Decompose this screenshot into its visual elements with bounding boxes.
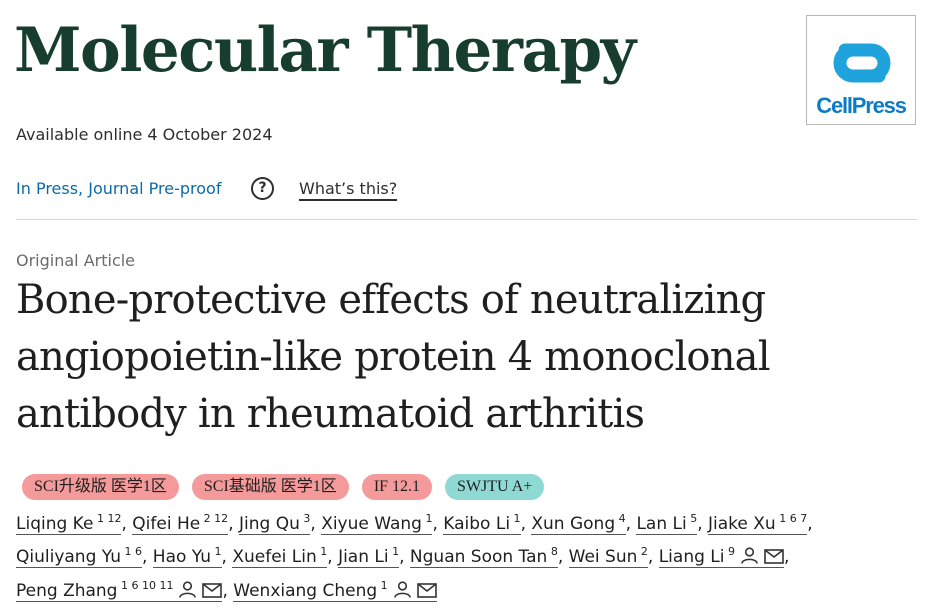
author-link[interactable]: Peng Zhang 1 6 10 11	[16, 579, 223, 602]
author-link[interactable]: Nguan Soon Tan 8	[409, 544, 558, 568]
author-name: Nguan Soon Tan	[409, 546, 548, 567]
question-mark-icon[interactable]: ?	[251, 177, 274, 200]
author-name: Hao Yu	[152, 546, 212, 567]
author-name: Lan Li	[636, 514, 687, 534]
author-link[interactable]: Kaibo Li 1	[443, 512, 521, 535]
cellpress-logo[interactable]: CellPress	[806, 15, 916, 125]
author-affiliation: 8	[547, 544, 558, 558]
author-affiliation: 1	[211, 544, 222, 558]
author-affiliation: 2	[637, 544, 648, 558]
author-link[interactable]: Jiake Xu 1 6 7	[708, 512, 808, 535]
journal-rank-badge: SWJTU A+	[445, 474, 545, 500]
author-name: Wei Sun	[568, 546, 638, 567]
author-affiliation: 1 6	[120, 544, 142, 558]
author-link[interactable]: Wei Sun 2	[568, 544, 648, 568]
author-name: Liqing Ke	[16, 514, 94, 534]
envelope-icon	[202, 577, 223, 610]
author-link[interactable]: Jing Qu 3	[239, 512, 311, 535]
author-affiliation: 1	[316, 544, 328, 558]
author-name: Jian Li	[338, 546, 389, 567]
author-link[interactable]: Liang Li 9	[658, 544, 784, 568]
author-name: Liang Li	[658, 546, 725, 567]
person-icon	[393, 577, 412, 610]
author-name: Xiyue Wang	[321, 514, 422, 534]
author-name: Qifei He	[132, 514, 201, 534]
author-link[interactable]: Xun Gong 4	[531, 512, 626, 535]
author-name: Xun Gong	[531, 514, 616, 534]
journal-title[interactable]: Molecular Therapy	[14, 15, 636, 86]
person-icon	[178, 577, 197, 610]
article-type: Original Article	[16, 251, 136, 270]
cellpress-logo-icon	[833, 43, 891, 83]
author-link[interactable]: Xuefei Lin 1	[232, 544, 328, 568]
envelope-icon	[416, 577, 437, 610]
journal-rank-badge: IF 12.1	[361, 474, 433, 500]
whats-this-link[interactable]: What’s this?	[299, 179, 398, 201]
author-link[interactable]: Qiuliyang Yu 1 6	[16, 544, 142, 568]
article-title: Bone-protective effects of neutralizing …	[16, 277, 771, 437]
author-link[interactable]: Qifei He 2 12	[132, 512, 229, 535]
author-link[interactable]: Liqing Ke 1 12	[16, 512, 122, 535]
author-affiliation: 9	[724, 544, 735, 558]
journal-rank-badge: SCI基础版 医学1区	[191, 474, 349, 500]
author-affiliation: 1	[388, 544, 400, 558]
author-name: Jing Qu	[239, 514, 300, 534]
author-affiliation: 1 6 7	[775, 512, 808, 525]
author-affiliation: 3	[299, 512, 311, 525]
envelope-icon	[764, 543, 784, 576]
author-affiliation: 1 12	[93, 512, 122, 525]
author-name: Wenxiang Cheng	[233, 581, 378, 601]
author-link[interactable]: Lan Li 5	[636, 512, 698, 535]
author-affiliation: 2 12	[200, 512, 229, 525]
badge-list: SCI升级版 医学1区 SCI基础版 医学1区 IF 12.1 SWJTU A+	[22, 474, 545, 500]
journal-rank-badge: SCI升级版 医学1区	[22, 474, 179, 500]
availability-date: Available online 4 October 2024	[16, 125, 273, 144]
author-name: Peng Zhang	[16, 581, 118, 601]
author-list: Liqing Ke 1 12, Qifei He 2 12, Jing Qu 3…	[16, 508, 921, 610]
author-name: Xuefei Lin	[232, 546, 317, 567]
person-icon	[740, 543, 759, 576]
author-affiliation: 5	[686, 512, 698, 525]
author-affiliation: 1 6 10 11	[117, 579, 174, 592]
author-link[interactable]: Xiyue Wang 1	[321, 512, 433, 535]
author-link[interactable]: Hao Yu 1	[152, 544, 222, 568]
divider	[16, 219, 917, 220]
author-link[interactable]: Wenxiang Cheng 1	[233, 579, 437, 602]
author-affiliation: 1	[510, 512, 521, 525]
author-affiliation: 1	[421, 512, 433, 525]
cellpress-logo-text: CellPress	[816, 93, 907, 118]
author-affiliation: 4	[615, 512, 626, 525]
author-affiliation: 1	[377, 579, 388, 592]
author-name: Kaibo Li	[443, 514, 511, 534]
in-press-link[interactable]: In Press, Journal Pre-proof	[16, 179, 222, 198]
author-link[interactable]: Jian Li 1	[338, 544, 400, 568]
author-name: Jiake Xu	[708, 514, 776, 534]
author-name: Qiuliyang Yu	[16, 546, 121, 567]
